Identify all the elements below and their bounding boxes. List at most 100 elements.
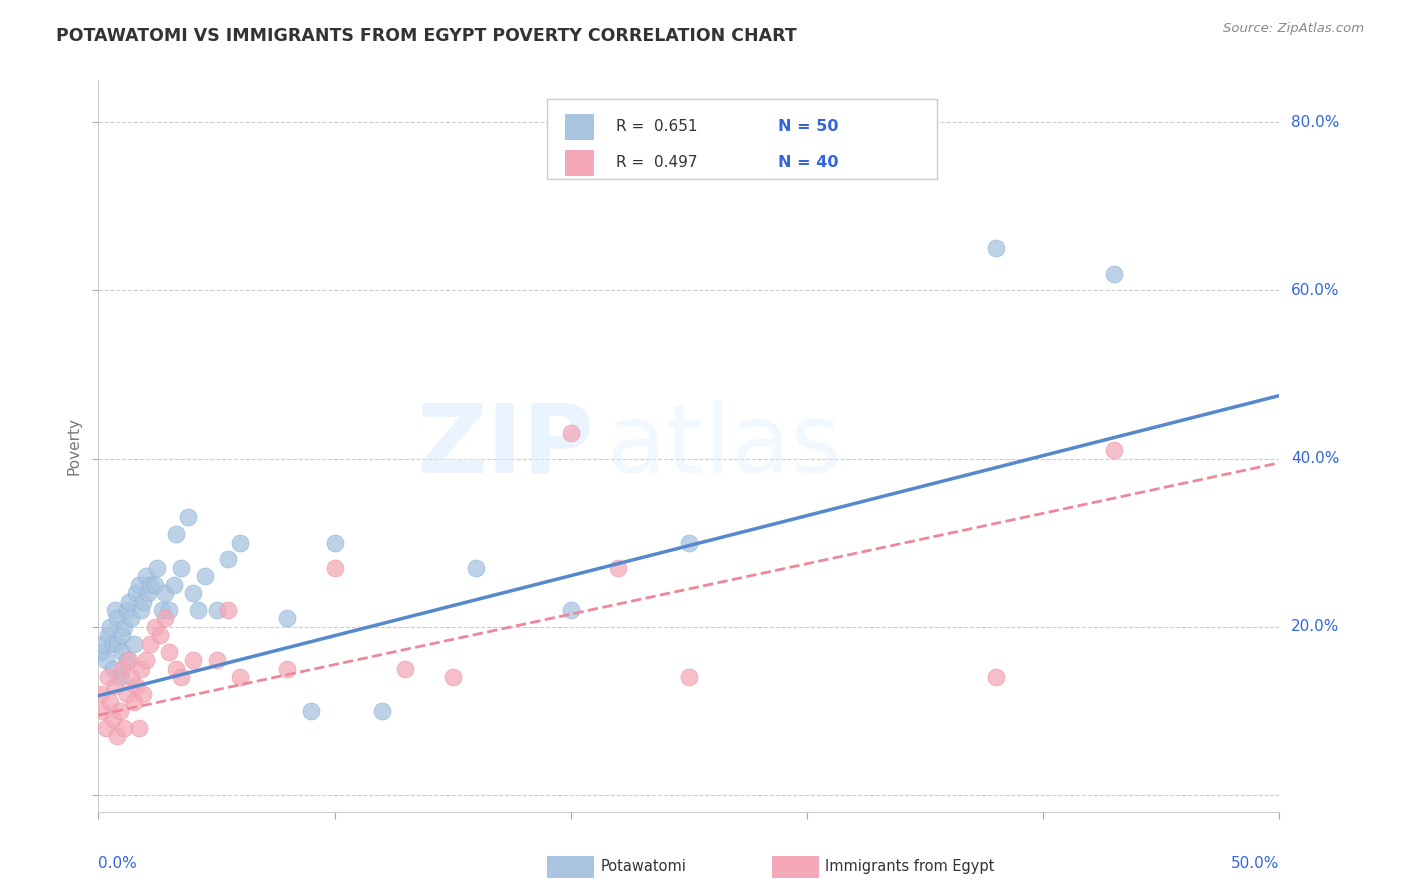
Point <box>98 695 121 709</box>
Point <box>108 670 131 684</box>
Point <box>135 653 157 667</box>
Point <box>105 636 128 650</box>
Point <box>94 653 117 667</box>
Point <box>143 578 166 592</box>
Point <box>323 561 346 575</box>
Point <box>121 611 143 625</box>
Point <box>121 670 143 684</box>
Point <box>299 704 322 718</box>
Point <box>125 586 148 600</box>
Point <box>101 712 124 726</box>
Point <box>136 586 159 600</box>
Point <box>1102 443 1125 458</box>
Point <box>177 510 200 524</box>
Point <box>125 679 148 693</box>
Point <box>170 561 193 575</box>
Point <box>118 594 141 608</box>
Point <box>678 670 700 684</box>
Point <box>101 662 124 676</box>
Y-axis label: Poverty: Poverty <box>66 417 82 475</box>
Point <box>128 721 150 735</box>
Text: atlas: atlas <box>606 400 841 492</box>
Text: N = 50: N = 50 <box>778 120 838 134</box>
Text: R =  0.651: R = 0.651 <box>616 120 697 134</box>
Point <box>170 670 193 684</box>
Point <box>205 603 228 617</box>
Point <box>153 586 176 600</box>
Point <box>129 662 152 676</box>
Point <box>165 527 187 541</box>
Text: 50.0%: 50.0% <box>1232 855 1279 871</box>
Point <box>276 611 298 625</box>
Point <box>90 687 112 701</box>
Point <box>108 704 131 718</box>
Point <box>115 653 138 667</box>
Point <box>111 662 134 676</box>
Point <box>112 721 135 735</box>
Point <box>607 561 630 575</box>
FancyBboxPatch shape <box>565 150 595 176</box>
Point <box>181 653 204 667</box>
Point <box>135 569 157 583</box>
Point <box>115 603 138 617</box>
Text: 40.0%: 40.0% <box>1291 451 1340 467</box>
Point <box>111 645 134 659</box>
Point <box>181 586 204 600</box>
Point <box>323 535 346 549</box>
Text: Potawatomi: Potawatomi <box>600 859 686 874</box>
Point <box>678 535 700 549</box>
Text: R =  0.497: R = 0.497 <box>616 155 697 170</box>
Point <box>276 662 298 676</box>
Point <box>139 578 162 592</box>
Point <box>91 704 114 718</box>
Point <box>153 611 176 625</box>
FancyBboxPatch shape <box>547 99 936 179</box>
Text: 0.0%: 0.0% <box>98 855 138 871</box>
Point <box>165 662 187 676</box>
Point <box>229 670 252 684</box>
Point <box>150 603 173 617</box>
Point <box>128 578 150 592</box>
Point <box>194 569 217 583</box>
Point <box>105 611 128 625</box>
Point <box>217 603 239 617</box>
Point <box>1102 267 1125 281</box>
Point <box>90 645 112 659</box>
Point <box>122 695 145 709</box>
FancyBboxPatch shape <box>547 855 595 878</box>
Point <box>560 426 582 441</box>
Text: Source: ZipAtlas.com: Source: ZipAtlas.com <box>1223 22 1364 36</box>
Point <box>984 242 1007 256</box>
Text: 20.0%: 20.0% <box>1291 619 1340 634</box>
Text: ZIP: ZIP <box>416 400 595 492</box>
Point <box>118 653 141 667</box>
Point <box>441 670 464 684</box>
Point <box>105 729 128 743</box>
Point <box>111 628 134 642</box>
Point <box>98 620 121 634</box>
Point <box>104 679 127 693</box>
FancyBboxPatch shape <box>772 855 818 878</box>
Point <box>104 603 127 617</box>
Text: 60.0%: 60.0% <box>1291 283 1340 298</box>
Point <box>132 594 155 608</box>
Point <box>229 535 252 549</box>
Point <box>129 603 152 617</box>
Point <box>149 628 172 642</box>
Point <box>163 578 186 592</box>
Point <box>132 687 155 701</box>
Point <box>205 653 228 667</box>
Point <box>101 636 124 650</box>
Text: 80.0%: 80.0% <box>1291 115 1340 130</box>
Point <box>560 603 582 617</box>
Point <box>187 603 209 617</box>
Point <box>115 687 138 701</box>
Point <box>465 561 488 575</box>
Point <box>146 561 169 575</box>
Point <box>97 628 120 642</box>
FancyBboxPatch shape <box>565 114 595 139</box>
Point <box>371 704 394 718</box>
Point <box>157 603 180 617</box>
Point <box>157 645 180 659</box>
Point <box>394 662 416 676</box>
